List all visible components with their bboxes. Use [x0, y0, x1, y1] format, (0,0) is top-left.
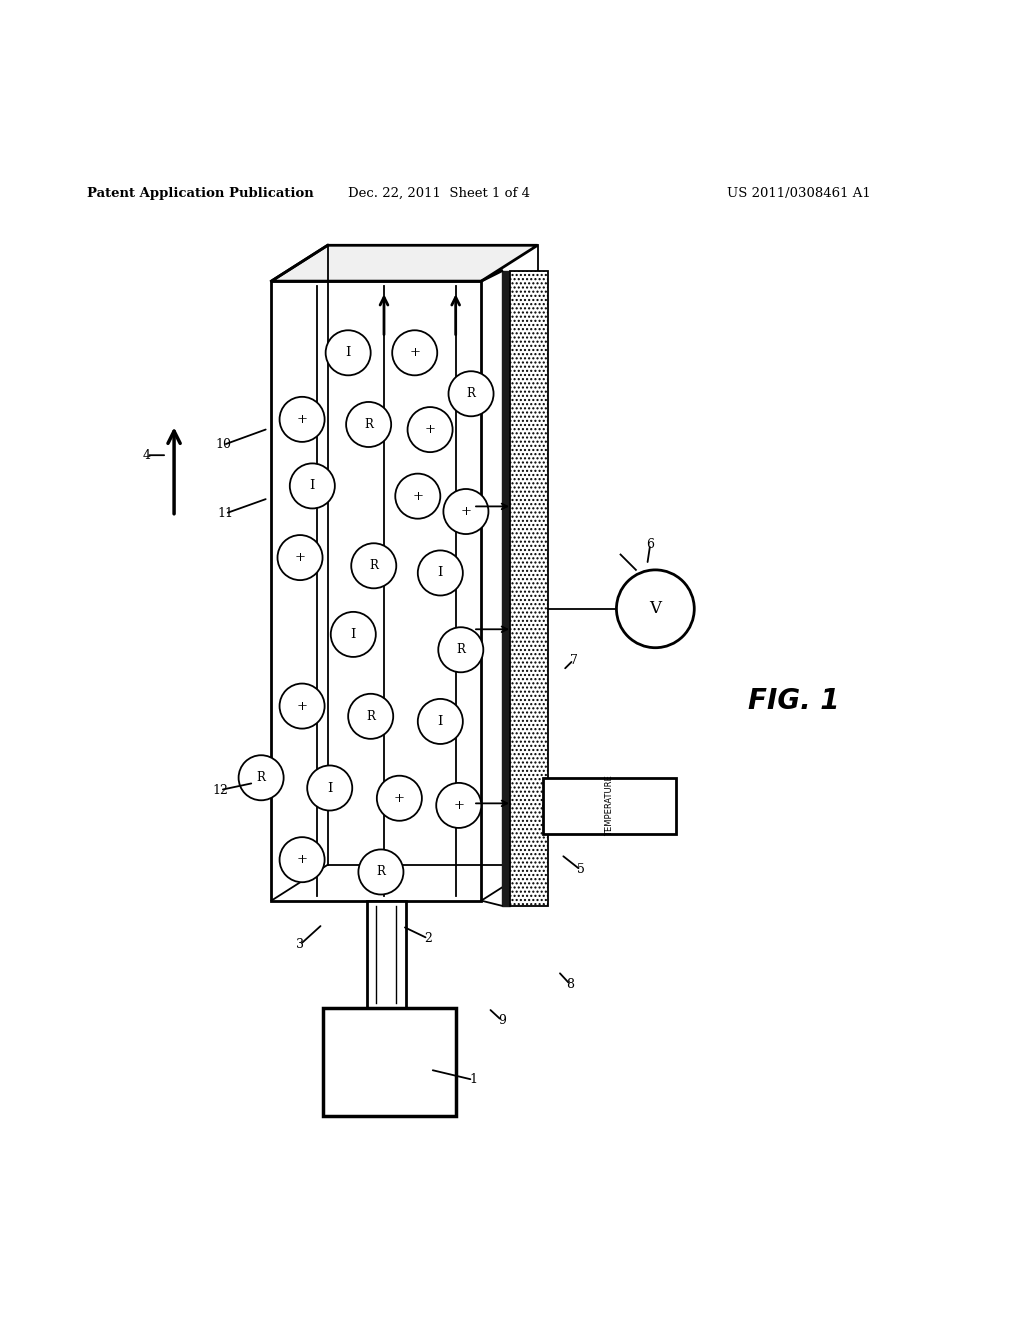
Circle shape — [326, 330, 371, 375]
Circle shape — [616, 570, 694, 648]
Circle shape — [290, 463, 335, 508]
Bar — [367, 900, 406, 1008]
Circle shape — [239, 755, 284, 800]
Text: 10: 10 — [215, 438, 231, 451]
Text: R: R — [457, 643, 465, 656]
Circle shape — [395, 474, 440, 519]
Bar — [510, 271, 548, 906]
Text: I: I — [309, 479, 315, 492]
Text: R: R — [257, 771, 265, 784]
Circle shape — [392, 330, 437, 375]
Text: R: R — [467, 387, 475, 400]
Circle shape — [438, 627, 483, 672]
Text: +: + — [394, 792, 404, 805]
Text: I: I — [437, 715, 443, 727]
Text: 1: 1 — [469, 1073, 477, 1086]
Text: +: + — [295, 552, 305, 564]
Text: +: + — [454, 799, 464, 812]
Bar — [323, 1008, 456, 1115]
Text: 6: 6 — [646, 537, 654, 550]
Circle shape — [351, 544, 396, 589]
Circle shape — [280, 837, 325, 882]
Circle shape — [331, 612, 376, 657]
Text: 7: 7 — [569, 653, 578, 667]
Text: 4: 4 — [142, 449, 151, 462]
Text: 9: 9 — [498, 1014, 506, 1027]
Text: +: + — [425, 424, 435, 436]
Text: 11: 11 — [217, 507, 233, 520]
Text: 5: 5 — [577, 863, 585, 876]
Text: +: + — [461, 506, 471, 517]
Text: Dec. 22, 2011  Sheet 1 of 4: Dec. 22, 2011 Sheet 1 of 4 — [348, 187, 530, 199]
Circle shape — [443, 488, 488, 535]
Text: R: R — [370, 560, 378, 573]
Circle shape — [280, 397, 325, 442]
Bar — [502, 271, 510, 906]
Text: FIG. 1: FIG. 1 — [748, 686, 839, 715]
Text: R: R — [377, 866, 385, 879]
Text: TEMPERATURE: TEMPERATURE — [605, 776, 613, 837]
Text: 8: 8 — [566, 978, 574, 991]
Circle shape — [418, 698, 463, 744]
Polygon shape — [271, 246, 538, 281]
Text: R: R — [367, 710, 375, 723]
Text: I: I — [327, 781, 333, 795]
Circle shape — [377, 776, 422, 821]
Text: +: + — [297, 413, 307, 426]
Circle shape — [346, 403, 391, 447]
Text: I: I — [350, 628, 356, 642]
Text: V: V — [649, 601, 662, 618]
Circle shape — [418, 550, 463, 595]
Text: +: + — [410, 346, 420, 359]
Text: Patent Application Publication: Patent Application Publication — [87, 187, 313, 199]
Circle shape — [358, 850, 403, 895]
Text: +: + — [297, 700, 307, 713]
Text: +: + — [297, 853, 307, 866]
Text: +: + — [413, 490, 423, 503]
Circle shape — [449, 371, 494, 416]
Circle shape — [436, 783, 481, 828]
Text: R: R — [365, 418, 373, 430]
Text: US 2011/0308461 A1: US 2011/0308461 A1 — [727, 187, 870, 199]
Text: 12: 12 — [212, 784, 228, 796]
Text: 2: 2 — [424, 932, 432, 945]
Text: I: I — [345, 346, 351, 359]
Text: I: I — [437, 566, 443, 579]
Text: 3: 3 — [296, 939, 304, 952]
Circle shape — [307, 766, 352, 810]
Bar — [543, 777, 676, 834]
Circle shape — [348, 694, 393, 739]
Circle shape — [280, 684, 325, 729]
Circle shape — [278, 535, 323, 579]
Circle shape — [408, 407, 453, 453]
